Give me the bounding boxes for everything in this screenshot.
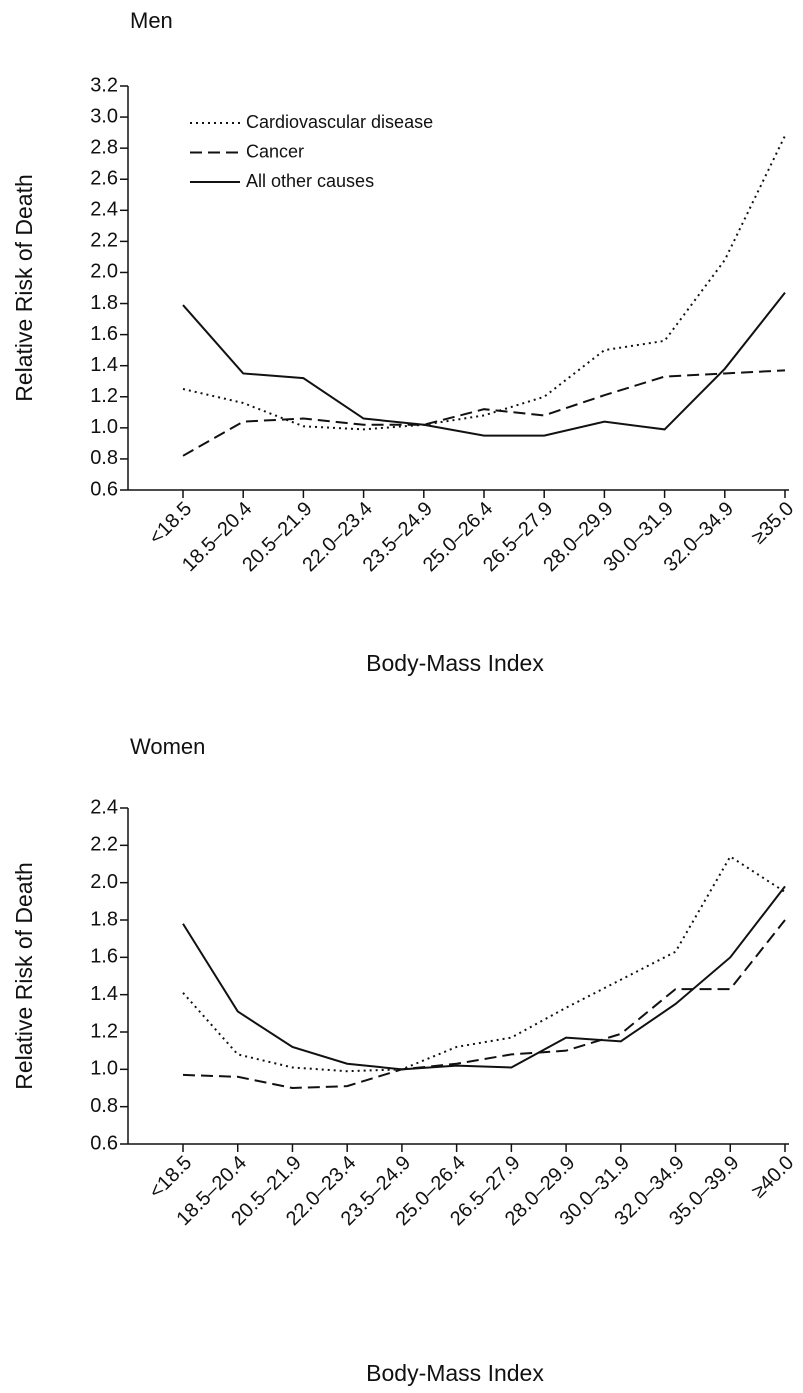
y-tick-label: 1.6 bbox=[90, 323, 118, 345]
y-tick-label: 2.2 bbox=[90, 230, 118, 252]
y-axis-label: Relative Risk of Death bbox=[11, 862, 37, 1090]
y-tick-label: 0.6 bbox=[90, 1132, 118, 1154]
x-axis-label: Body-Mass Index bbox=[366, 1360, 544, 1386]
y-tick-label: 2.0 bbox=[90, 261, 118, 283]
series-line bbox=[182, 369, 786, 457]
x-tick-label: ≥40.0 bbox=[747, 1152, 798, 1203]
y-tick-label: 2.0 bbox=[90, 871, 118, 893]
y-tick-label: 2.4 bbox=[90, 199, 118, 221]
x-tick-label: ≥35.0 bbox=[747, 498, 798, 549]
legend-label: Cancer bbox=[246, 141, 304, 161]
y-tick-label: 0.8 bbox=[90, 1095, 118, 1117]
x-tick-label: <18.5 bbox=[145, 1152, 196, 1203]
x-tick-label: <18.5 bbox=[145, 498, 196, 549]
chart-title: Women bbox=[130, 734, 205, 759]
y-tick-label: 1.6 bbox=[90, 946, 118, 968]
y-tick-label: 2.2 bbox=[90, 834, 118, 856]
series-line bbox=[182, 292, 786, 437]
y-tick-label: 3.2 bbox=[90, 74, 118, 96]
y-tick-label: 2.4 bbox=[90, 796, 118, 818]
y-tick-label: 1.0 bbox=[90, 416, 118, 438]
y-tick-label: 1.4 bbox=[90, 354, 118, 376]
legend-label: Cardiovascular disease bbox=[246, 112, 433, 132]
x-axis-label: Body-Mass Index bbox=[366, 650, 544, 676]
y-tick-label: 1.0 bbox=[90, 1058, 118, 1080]
series-line bbox=[182, 885, 786, 1071]
chart-title: Men bbox=[130, 8, 173, 33]
y-tick-label: 2.6 bbox=[90, 168, 118, 190]
series-line bbox=[182, 919, 786, 1090]
y-tick-label: 2.8 bbox=[90, 136, 118, 158]
y-tick-label: 1.2 bbox=[90, 385, 118, 407]
series-line bbox=[182, 135, 786, 431]
y-tick-label: 1.2 bbox=[90, 1020, 118, 1042]
y-tick-label: 1.8 bbox=[90, 292, 118, 314]
legend-label: All other causes bbox=[246, 171, 374, 191]
y-tick-label: 1.4 bbox=[90, 983, 118, 1005]
y-tick-label: 3.0 bbox=[90, 105, 118, 127]
series-line bbox=[182, 855, 786, 1073]
y-tick-label: 1.8 bbox=[90, 908, 118, 930]
y-tick-label: 0.6 bbox=[90, 478, 118, 500]
y-tick-label: 0.8 bbox=[90, 447, 118, 469]
y-axis-label: Relative Risk of Death bbox=[11, 174, 37, 402]
